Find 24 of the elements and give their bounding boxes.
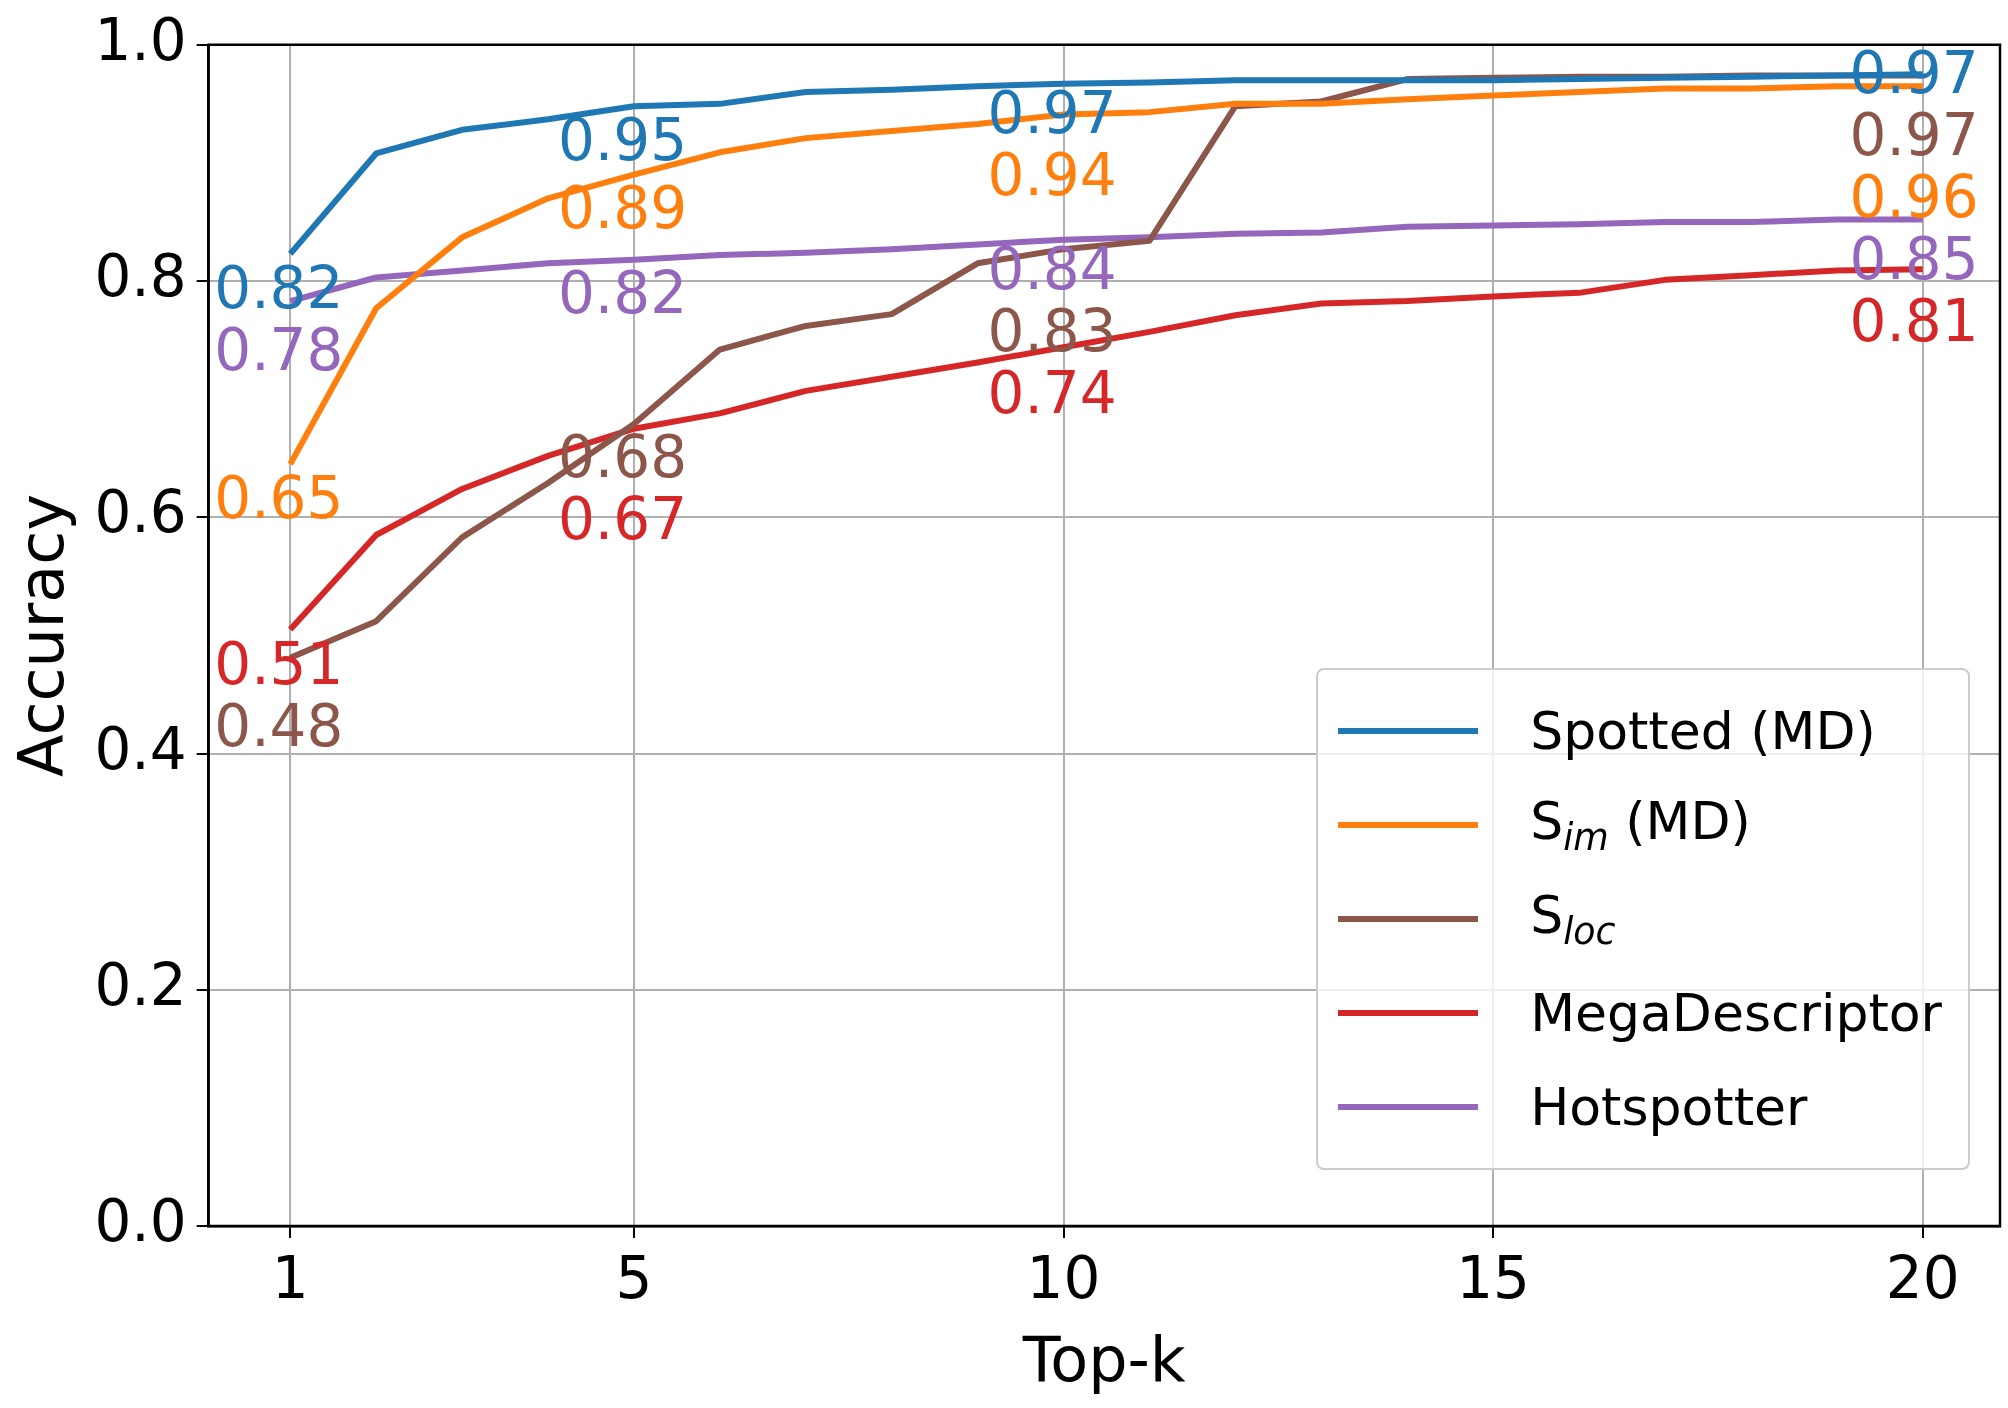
legend-label: S$_{loc}$: [1530, 884, 1616, 954]
y-tick-label: 0.4: [94, 714, 187, 783]
legend-label: Hotspotter: [1530, 1077, 1808, 1137]
x-tick-label: 15: [1456, 1243, 1530, 1312]
data-label: 0.95: [557, 105, 688, 174]
x-tick-label: 10: [1026, 1243, 1101, 1312]
x-axis-title: Top-k: [1021, 1322, 1186, 1396]
y-tick-label: 0.2: [94, 950, 187, 1019]
x-tick-label: 20: [1885, 1243, 1960, 1312]
y-tick-label: 0.0: [94, 1187, 187, 1256]
legend-label: Spotted (MD): [1530, 701, 1876, 761]
data-label: 0.89: [557, 174, 688, 243]
x-tick-label: 1: [271, 1243, 309, 1312]
data-label: 0.94: [987, 140, 1117, 209]
data-label: 0.82: [557, 259, 688, 328]
legend-label: S$_{im}$ (MD): [1530, 790, 1751, 860]
x-tick-label: 5: [615, 1243, 653, 1312]
y-tick-label: 1.0: [94, 5, 187, 74]
y-tick-label: 0.6: [94, 478, 187, 547]
y-tick-label: 0.8: [94, 242, 187, 311]
legend-label: MegaDescriptor: [1530, 983, 1942, 1043]
data-label: 0.65: [214, 464, 344, 533]
data-label: 0.67: [557, 485, 688, 554]
y-axis-title: Accuracy: [5, 493, 79, 777]
